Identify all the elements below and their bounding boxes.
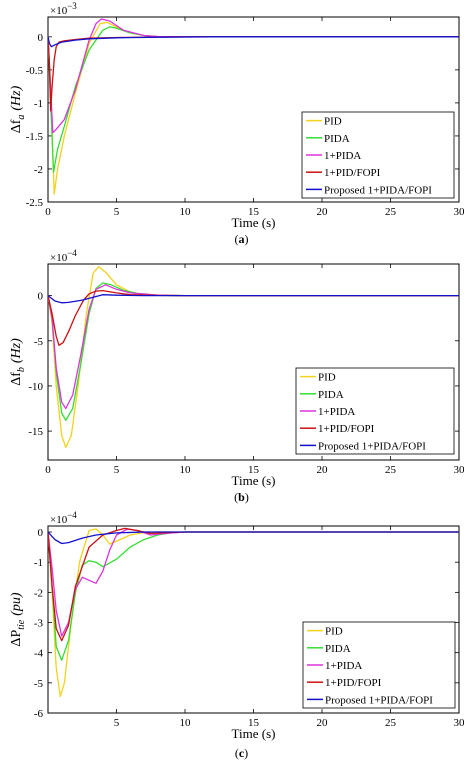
legend-label: Proposed 1+PIDA/FOPI: [318, 440, 426, 452]
x-tick-label: 15: [248, 464, 260, 476]
y-tick-label: -5: [34, 336, 44, 348]
x-axis-label: Time (s): [232, 473, 276, 488]
panel-caption: (a): [235, 232, 249, 246]
y-axis-label: Δfb(Hz): [9, 338, 27, 386]
series-line: [48, 528, 459, 637]
legend-box: [301, 111, 455, 199]
y-tick-label: 0: [38, 291, 44, 303]
series-line: [48, 284, 459, 410]
x-tick-label: 25: [385, 717, 397, 729]
series-line: [48, 294, 459, 304]
y-tick-label: 0: [38, 527, 44, 539]
y-tick-label: -4: [34, 648, 44, 660]
y-tick-label: 0: [38, 32, 44, 44]
x-tick-label: 5: [114, 717, 120, 729]
y-tick-label: -2.5: [26, 197, 44, 209]
x-axis-label: Time (s): [232, 726, 276, 741]
x-tick-label: 10: [180, 206, 192, 218]
y-tick-label: -1.5: [26, 131, 44, 143]
legend-label: 1+PIDA: [318, 406, 355, 418]
legend-label: PID: [318, 372, 336, 384]
legend-label: PID: [325, 626, 343, 638]
y-scale-factor: ×10−4: [50, 248, 77, 264]
legend-label: 1+PID/FOPI: [325, 677, 382, 689]
x-tick-label: 5: [114, 464, 120, 476]
y-tick-label: -10: [28, 381, 43, 393]
y-tick-label: -6: [34, 708, 44, 720]
x-tick-label: 25: [385, 464, 397, 476]
x-tick-label: 15: [248, 206, 260, 218]
series-line: [48, 36, 459, 48]
x-axis-label: Time (s): [232, 215, 276, 230]
legend-label: PID: [324, 116, 342, 128]
x-tick-label: 10: [180, 717, 192, 729]
y-tick-label: -3: [34, 618, 44, 630]
y-axis-label: Δfa(Hz): [9, 85, 27, 133]
x-tick-label: 15: [248, 717, 260, 729]
legend-label: Proposed 1+PIDA/FOPI: [324, 184, 432, 196]
x-tick-label: 20: [317, 206, 329, 218]
x-tick-label: 10: [180, 464, 192, 476]
y-tick-label: -5: [34, 678, 44, 690]
legend-label: Proposed 1+PIDA/FOPI: [325, 694, 433, 706]
legend-label: PIDA: [325, 643, 351, 655]
legend-label: 1+PIDA: [324, 150, 361, 162]
y-axis-label: ΔPtie(pu): [9, 592, 27, 646]
x-tick-label: 30: [454, 206, 466, 218]
y-scale-factor: ×10−3: [50, 1, 77, 17]
x-tick-label: 30: [454, 717, 466, 729]
legend-label: 1+PID/FOPI: [318, 423, 375, 435]
y-tick-label: -0.5: [26, 65, 44, 77]
legend: PID PIDA 1+PIDA 1+PID/FOPI Proposed 1+PIDA/F…: [302, 621, 456, 709]
x-tick-label: 0: [45, 206, 51, 218]
chart-panel-b: 0 5 10 15 20 25 30 0 -5 -10 -15 ×10−4 PID PIDA 1+PIDA 1…: [9, 248, 465, 504]
x-tick-label: 30: [454, 464, 466, 476]
legend: PID PIDA 1+PIDA 1+PID/FOPI Proposed 1+PIDA/F…: [295, 367, 455, 455]
legend-label: PIDA: [318, 389, 344, 401]
panel-caption: (c): [235, 746, 248, 760]
legend: PID PIDA 1+PIDA 1+PID/FOPI Proposed 1+PIDA/F…: [301, 111, 455, 199]
legend-box: [295, 367, 455, 455]
legend-label: PIDA: [324, 133, 350, 145]
x-tick-label: 25: [385, 206, 397, 218]
y-tick-label: -2: [34, 587, 43, 599]
y-tick-label: -2: [34, 164, 43, 176]
series-line: [48, 527, 459, 642]
panel-caption: (b): [234, 490, 249, 504]
x-tick-label: 5: [114, 206, 120, 218]
y-tick-label: -1: [34, 98, 43, 110]
chart-panel-c: 5 10 15 20 25 30 0 -1 -2 -3 -4 -5 -6 ×10−4 PID PIDA 1+PI…: [9, 510, 465, 760]
legend-label: 1+PIDA: [325, 660, 362, 672]
chart-panel-a: 0 5 10 15 20 25 300-0.5-1-1.5-2-2.5×10−3PIDPID…: [9, 1, 465, 246]
legend-box: [302, 621, 456, 709]
y-tick-label: -1: [34, 557, 43, 569]
x-tick-label: 20: [317, 464, 329, 476]
y-tick-label: -15: [28, 426, 43, 438]
series-line: [48, 531, 459, 545]
y-scale-factor: ×10−4: [50, 510, 77, 526]
x-tick-label: 0: [45, 464, 51, 476]
x-tick-label: 20: [317, 717, 329, 729]
legend-label: 1+PID/FOPI: [324, 167, 381, 179]
